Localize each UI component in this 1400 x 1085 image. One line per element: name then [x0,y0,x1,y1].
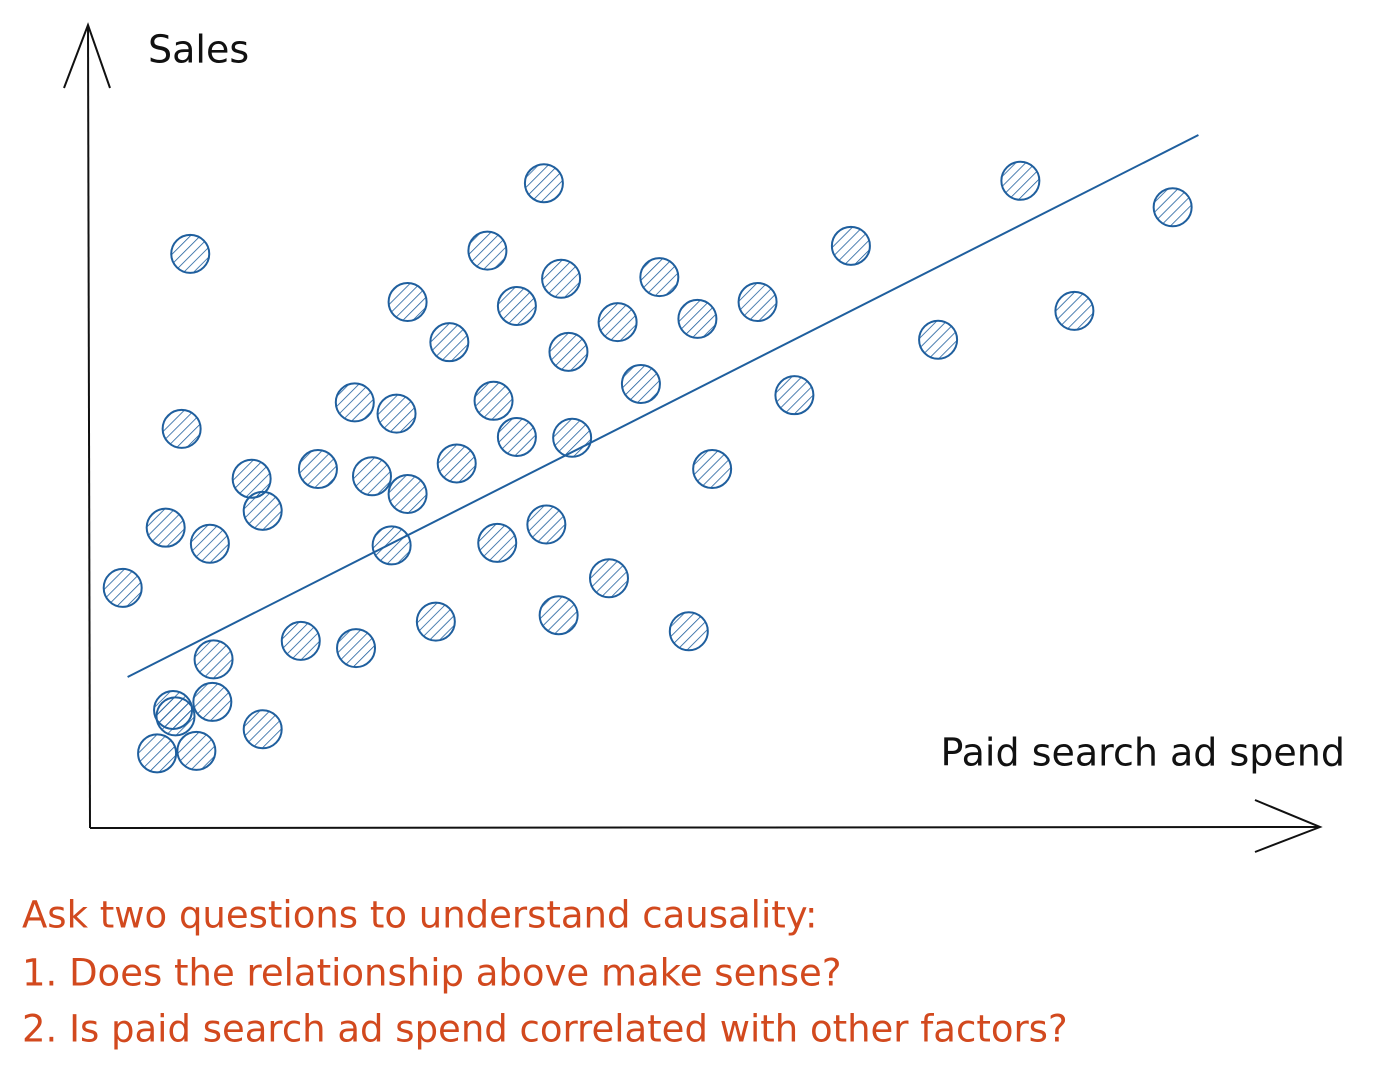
point [639,257,680,298]
point [918,319,959,360]
point [189,523,230,564]
point [429,322,470,363]
trend-line [127,134,1199,678]
point [774,375,815,416]
point [170,233,211,274]
point [376,393,417,434]
point [830,225,871,266]
point [541,258,582,299]
point [1054,290,1095,331]
point [137,733,178,774]
point [467,230,508,271]
point [677,298,718,339]
annotation: 2. Is paid search ad spend correlated wi… [22,1008,1068,1051]
point [477,522,518,563]
point [387,282,428,323]
point [371,525,412,566]
y-axis [87,24,91,829]
point [668,611,709,652]
x-axis [89,826,1321,829]
point [387,473,428,514]
point [526,504,567,545]
x-axis-arrow [1254,799,1323,853]
x-axis-label: Paid search ad spend [940,731,1345,775]
point [538,595,579,636]
y-axis-arrow [63,22,111,89]
annotation: Ask two questions to understand causalit… [22,894,817,937]
point [597,302,638,343]
y-axis-label: Sales [148,28,249,72]
axes [63,22,1323,853]
point [548,331,589,372]
point [336,628,377,669]
point [176,730,217,771]
point [496,416,537,457]
point [1000,160,1041,201]
point [334,382,375,423]
point [1152,187,1193,228]
point [552,417,593,458]
point [620,363,661,404]
point [193,639,234,680]
point [351,456,392,497]
point [102,567,143,608]
point [242,490,283,531]
point [242,709,283,750]
point [692,449,733,490]
point [523,163,564,204]
point [145,507,186,548]
point [496,286,537,327]
point [737,282,778,323]
point [473,380,514,421]
point [155,696,196,737]
point [161,408,202,449]
point [280,620,321,661]
point [297,449,338,490]
point [436,443,477,484]
annotation: 1. Does the relationship above make sens… [22,952,841,995]
point [192,681,233,722]
point [415,601,456,642]
point [588,558,629,599]
